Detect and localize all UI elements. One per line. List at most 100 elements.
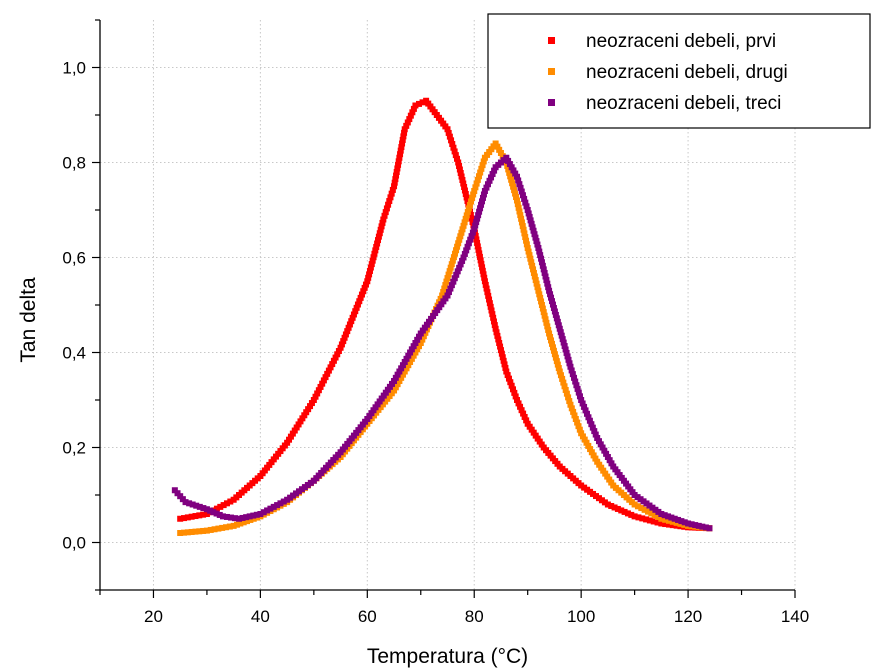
data-marker xyxy=(200,505,207,512)
data-marker xyxy=(692,522,699,529)
data-marker xyxy=(461,187,468,194)
data-marker xyxy=(449,257,456,264)
data-marker xyxy=(354,301,361,308)
data-marker xyxy=(592,431,599,438)
data-marker xyxy=(475,246,482,253)
data-marker xyxy=(592,455,599,462)
data-marker xyxy=(196,512,203,519)
data-marker xyxy=(495,336,502,343)
data-marker xyxy=(560,339,567,346)
data-marker xyxy=(264,507,271,514)
data-marker xyxy=(589,424,596,431)
data-marker xyxy=(521,413,528,420)
data-marker xyxy=(544,323,551,330)
data-marker xyxy=(393,169,400,175)
data-marker xyxy=(394,381,401,388)
data-marker xyxy=(479,198,486,205)
data-point xyxy=(578,430,585,437)
data-marker xyxy=(449,141,456,148)
data-marker xyxy=(476,250,483,257)
data-marker xyxy=(462,215,469,222)
data-marker xyxy=(551,308,558,315)
data-marker xyxy=(665,513,672,520)
data-marker xyxy=(582,407,589,414)
data-marker xyxy=(399,140,406,147)
data-marker xyxy=(518,188,525,195)
data-point xyxy=(203,506,210,513)
data-marker xyxy=(581,403,588,410)
data-marker xyxy=(545,326,552,333)
data-marker xyxy=(525,210,532,217)
data-marker xyxy=(530,227,537,234)
y-tick-label: 0,8 xyxy=(62,154,86,173)
data-marker xyxy=(681,519,688,526)
x-tick-label: 120 xyxy=(674,607,702,626)
data-marker xyxy=(568,405,575,412)
data-marker xyxy=(444,275,451,282)
data-marker xyxy=(555,365,562,372)
data-marker xyxy=(588,421,595,428)
data-marker xyxy=(566,360,573,367)
data-marker xyxy=(655,513,662,520)
data-marker xyxy=(473,236,480,243)
data-marker xyxy=(412,340,419,346)
data-marker xyxy=(585,414,592,421)
data-marker xyxy=(461,219,468,226)
data-marker xyxy=(353,304,360,311)
data-marker xyxy=(523,237,530,244)
data-marker xyxy=(532,277,539,284)
data-marker xyxy=(505,166,512,173)
data-point xyxy=(706,525,713,532)
data-marker xyxy=(227,514,234,521)
data-marker xyxy=(545,284,552,291)
data-marker xyxy=(480,271,487,278)
data-marker xyxy=(604,454,611,460)
data-marker xyxy=(244,518,251,525)
data-marker xyxy=(270,503,277,510)
data-marker xyxy=(469,194,476,201)
data-marker xyxy=(461,184,468,190)
data-marker xyxy=(464,243,471,250)
data-marker xyxy=(486,300,493,307)
data-marker xyxy=(454,243,461,250)
data-marker xyxy=(559,375,566,382)
data-marker xyxy=(346,321,353,328)
data-marker xyxy=(547,291,554,298)
data-marker xyxy=(515,400,522,407)
data-point xyxy=(257,511,264,517)
data-marker xyxy=(466,201,473,208)
data-marker xyxy=(497,347,504,354)
data-marker xyxy=(397,151,404,158)
data-marker xyxy=(210,509,217,516)
data-marker xyxy=(410,343,417,350)
data-marker xyxy=(603,450,610,457)
data-marker xyxy=(499,153,506,160)
data-marker xyxy=(335,348,342,355)
data-point xyxy=(524,245,531,251)
data-marker xyxy=(366,267,373,274)
data-marker xyxy=(533,238,540,245)
data-marker xyxy=(548,340,555,347)
data-marker xyxy=(554,361,561,368)
data-marker xyxy=(526,213,533,220)
data-marker xyxy=(483,285,490,292)
data-marker xyxy=(320,377,327,384)
data-marker xyxy=(445,271,452,278)
data-marker xyxy=(528,220,535,227)
data-marker xyxy=(583,410,590,417)
data-marker xyxy=(448,137,455,144)
data-marker xyxy=(458,173,465,180)
data-marker xyxy=(559,336,566,343)
data-marker xyxy=(400,133,407,140)
data-point xyxy=(337,344,344,351)
data-point xyxy=(203,511,210,517)
data-marker xyxy=(561,343,568,350)
data-marker xyxy=(489,311,496,318)
data-marker xyxy=(414,336,421,343)
data-marker xyxy=(362,281,369,288)
data-marker xyxy=(510,183,517,190)
data-marker xyxy=(490,314,497,321)
data-marker xyxy=(474,215,481,222)
data-marker xyxy=(574,385,581,392)
data-marker xyxy=(476,208,483,215)
